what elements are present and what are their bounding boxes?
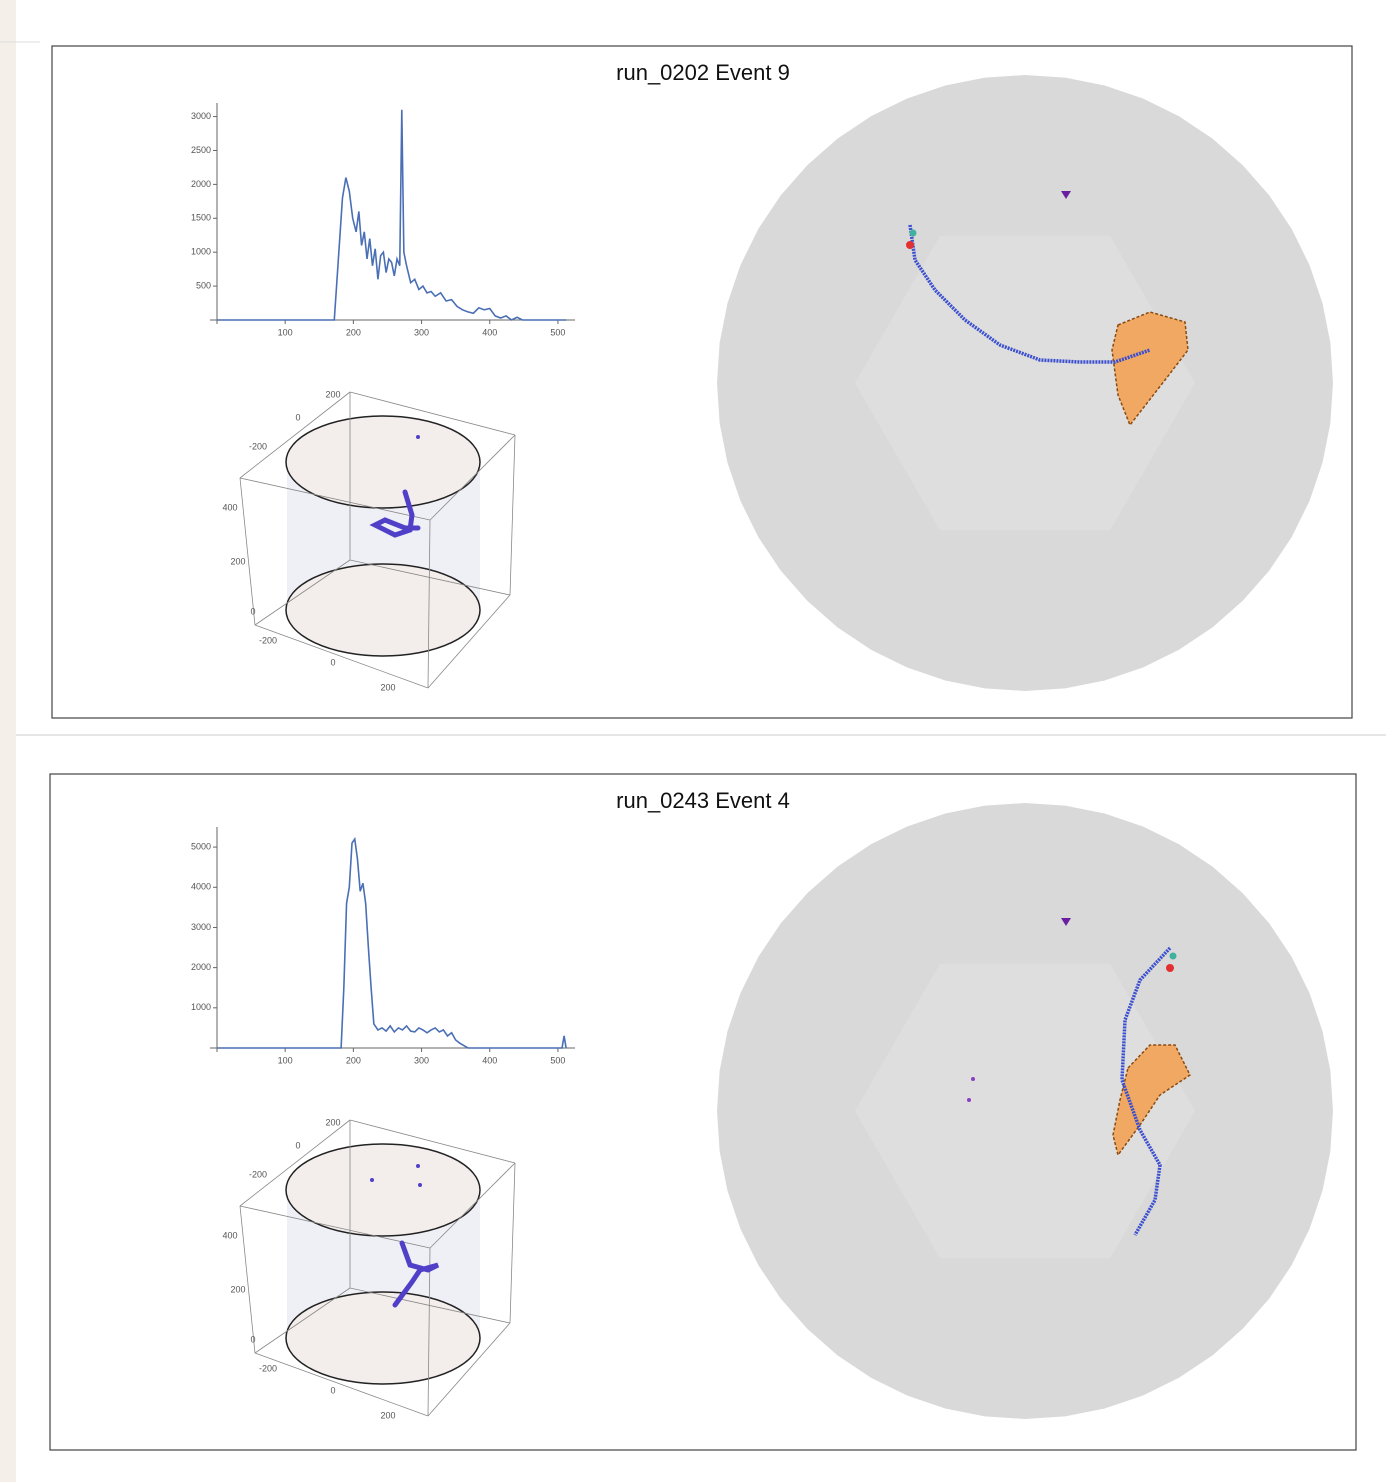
cylinder-bottom xyxy=(286,1292,480,1384)
box-tick-label: -200 xyxy=(259,1363,277,1373)
x-tick-label: 500 xyxy=(550,1055,565,1065)
x-tick-label: 500 xyxy=(550,327,565,337)
box-tick-label: 200 xyxy=(230,1284,245,1294)
box-tick-label: -200 xyxy=(259,635,277,645)
track-end xyxy=(1170,953,1177,960)
page: run_0202 Event 9100200300400500500100015… xyxy=(0,0,1386,1482)
box-tick-label: 200 xyxy=(380,1410,395,1420)
y-tick-label: 3000 xyxy=(191,922,211,932)
x-tick-label: 200 xyxy=(346,1055,361,1065)
track-end xyxy=(1166,964,1174,972)
box-tick-label: 0 xyxy=(330,1385,335,1395)
box-tick-label: 0 xyxy=(330,657,335,667)
box-tick-label: 200 xyxy=(380,682,395,692)
box-tick-label: 400 xyxy=(222,502,237,512)
box-tick-label: 200 xyxy=(230,556,245,566)
track-end xyxy=(910,230,917,237)
x-tick-label: 100 xyxy=(278,1055,293,1065)
y-tick-label: 2500 xyxy=(191,145,211,155)
x-tick-label: 100 xyxy=(278,327,293,337)
y-tick-label: 2000 xyxy=(191,962,211,972)
y-tick-label: 2000 xyxy=(191,179,211,189)
box-tick-label: -200 xyxy=(249,441,267,451)
hit-3d xyxy=(416,435,420,439)
box-tick-label: 200 xyxy=(325,1117,340,1127)
track-end xyxy=(906,241,914,249)
x-tick-label: 200 xyxy=(346,327,361,337)
y-tick-label: 1000 xyxy=(191,1002,211,1012)
y-tick-label: 4000 xyxy=(191,882,211,892)
box-tick-label: 200 xyxy=(325,389,340,399)
y-tick-label: 1000 xyxy=(191,247,211,257)
y-tick-label: 3000 xyxy=(191,111,211,121)
box-tick-label: 400 xyxy=(222,1230,237,1240)
pad-hit xyxy=(967,1098,971,1102)
y-tick-label: 5000 xyxy=(191,841,211,851)
y-tick-label: 500 xyxy=(196,280,211,290)
chart-title: run_0202 Event 9 xyxy=(616,60,790,85)
box-tick-label: 0 xyxy=(250,606,255,616)
y-tick-label: 1500 xyxy=(191,213,211,223)
x-tick-label: 300 xyxy=(414,1055,429,1065)
cylinder-bottom xyxy=(286,564,480,656)
x-tick-label: 400 xyxy=(482,327,497,337)
x-tick-label: 300 xyxy=(414,327,429,337)
chart-title: run_0243 Event 4 xyxy=(616,788,790,813)
box-tick-label: 0 xyxy=(250,1334,255,1344)
hit-3d xyxy=(416,1164,420,1168)
box-tick-label: 0 xyxy=(295,412,300,422)
hit-3d xyxy=(418,1183,422,1187)
screen: run_0202 Event 9100200300400500500100015… xyxy=(0,0,1386,1482)
pad-hit xyxy=(971,1077,975,1081)
x-tick-label: 400 xyxy=(482,1055,497,1065)
hit-3d xyxy=(370,1178,374,1182)
box-tick-label: -200 xyxy=(249,1169,267,1179)
panel: run_0202 Event 9 100 200 300 400 500 500 1000 15… xyxy=(52,46,1352,718)
box-tick-label: 0 xyxy=(295,1140,300,1150)
